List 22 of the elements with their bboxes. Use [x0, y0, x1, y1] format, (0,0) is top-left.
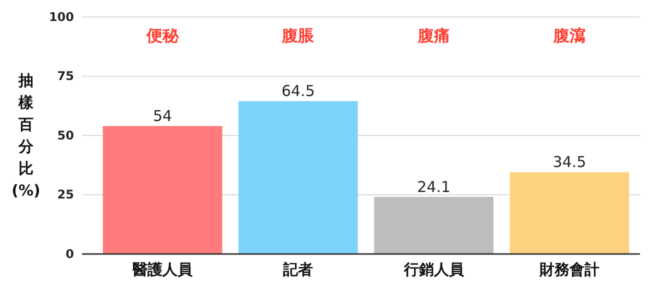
y-tick-label: 75: [57, 69, 74, 84]
y-axis-title: 抽樣百分比(%): [12, 72, 40, 200]
y-tick-label: 100: [48, 10, 74, 24]
x-tick-label: 醫護人員: [132, 260, 194, 279]
bar: [510, 172, 630, 254]
annotation: 腹瀉: [552, 26, 586, 45]
y-tick-label: 50: [57, 128, 74, 142]
y-tick-label: 0: [66, 246, 74, 261]
bar: [374, 196, 494, 254]
bar: [102, 126, 222, 254]
bar: [238, 101, 358, 254]
x-tick-label: 財務會計: [538, 260, 600, 279]
annotation: 腹痛: [416, 26, 450, 45]
data-label: 24.1: [417, 178, 451, 196]
data-label: 64.5: [281, 82, 315, 100]
y-tick-label: 25: [57, 188, 74, 202]
data-label: 34.5: [552, 153, 586, 172]
annotation: 便秘: [146, 26, 180, 45]
annotation: 腹脹: [281, 26, 316, 45]
data-label: 54: [152, 107, 172, 126]
x-tick-label: 記者: [282, 260, 314, 279]
x-tick-label: 行銷人員: [402, 260, 465, 279]
